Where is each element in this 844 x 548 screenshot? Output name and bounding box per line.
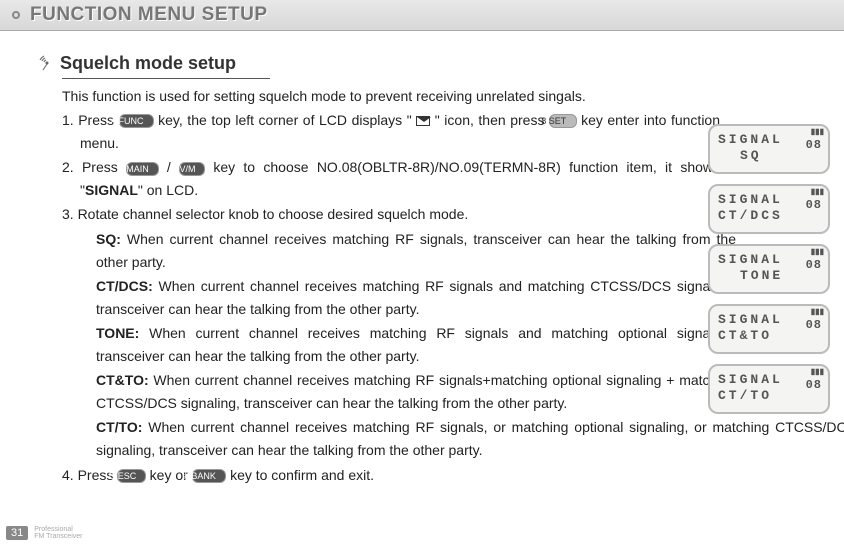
mode-ctorto: CT/TO: When current channel receives mat…	[96, 416, 844, 462]
ctorto-label: CT/TO:	[96, 419, 142, 435]
ctdcs-label: CT/DCS:	[96, 278, 153, 294]
footer-line1: Professional	[34, 526, 82, 533]
ctdcs-text: When current channel receives matching R…	[96, 278, 736, 317]
lcd-number: 08	[806, 378, 822, 392]
step-4: 4. Press D ESC key or # BANK key to conf…	[80, 464, 720, 487]
lcd-display-2: ▮▮▮08SIGNALTONE	[708, 244, 830, 294]
step-3: 3. Rotate channel selector knob to choos…	[62, 203, 702, 226]
ctorto-text: When current channel receives matching R…	[96, 419, 844, 458]
main-key-icon: B MAIN	[126, 162, 159, 176]
step-1: 1. Press A FUNC key, the top left corner…	[80, 109, 720, 155]
battery-icon: ▮▮▮	[811, 188, 824, 198]
footer: 31 Professional FM Transceiver	[6, 526, 82, 540]
vm-key-icon: C V/M	[179, 162, 205, 176]
page-number: 31	[6, 526, 28, 540]
section-title: Squelch mode setup	[60, 53, 236, 74]
step1-text-c: " icon, then press	[435, 112, 549, 128]
section-underline	[62, 78, 270, 79]
mode-ctdcs: CT/DCS: When current channel receives ma…	[96, 275, 736, 321]
battery-icon: ▮▮▮	[811, 308, 824, 318]
mail-icon	[416, 116, 430, 126]
lcd-number: 08	[806, 138, 822, 152]
lcd-display-1: ▮▮▮08SIGNALCT/DCS	[708, 184, 830, 234]
ctandto-label: CT&TO:	[96, 372, 149, 388]
lcd-number: 08	[806, 198, 822, 212]
mode-sq: SQ: When current channel receives matchi…	[96, 228, 736, 274]
bset-key-icon: 8 SET	[549, 114, 577, 128]
signal-bold: SIGNAL	[85, 182, 138, 198]
step-2: 2. Press B MAIN / C V/M key to choose NO…	[80, 156, 720, 202]
footer-line2: FM Transceiver	[34, 533, 82, 540]
lcd-number: 08	[806, 318, 822, 332]
step2-text-a: 2. Press	[62, 159, 126, 175]
sq-text: When current channel receives matching R…	[96, 231, 736, 270]
battery-icon: ▮▮▮	[811, 128, 824, 138]
tone-text: When current channel receives matching R…	[96, 325, 736, 364]
section-header: Squelch mode setup	[38, 53, 844, 74]
lcd-display-4: ▮▮▮08SIGNALCT/TO	[708, 364, 830, 414]
step4-text-c: key to confirm and exit.	[230, 467, 374, 483]
step2-text-d: " on LCD.	[138, 182, 198, 198]
header-title: FUNCTION MENU SETUP	[30, 4, 268, 26]
header-bar: FUNCTION MENU SETUP	[0, 0, 844, 31]
battery-icon: ▮▮▮	[811, 248, 824, 258]
footer-text-block: Professional FM Transceiver	[34, 526, 82, 540]
bank-key-icon: # BANK	[192, 469, 227, 483]
lcd-column: ▮▮▮08SIGNALSQ ▮▮▮08SIGNALCT/DCS ▮▮▮08SIGNA…	[708, 124, 830, 414]
battery-icon: ▮▮▮	[811, 368, 824, 378]
tone-label: TONE:	[96, 325, 139, 341]
func-key-icon: A FUNC	[119, 114, 154, 128]
step1-text-b: key, the top left corner of LCD displays…	[158, 112, 416, 128]
lcd-display-3: ▮▮▮08SIGNALCT&TO	[708, 304, 830, 354]
ctandto-text: When current channel receives matching R…	[96, 372, 736, 411]
lcd-number: 08	[806, 258, 822, 272]
mode-ctandto: CT&TO: When current channel receives mat…	[96, 369, 736, 415]
sq-label: SQ:	[96, 231, 121, 247]
mode-tone: TONE: When current channel receives matc…	[96, 322, 736, 368]
lcd-display-0: ▮▮▮08SIGNALSQ	[708, 124, 830, 174]
intro-text: This function is used for setting squelc…	[62, 85, 702, 108]
signal-icon	[38, 53, 56, 74]
header-bullet-icon	[12, 11, 20, 19]
esc-key-icon: D ESC	[117, 469, 146, 483]
